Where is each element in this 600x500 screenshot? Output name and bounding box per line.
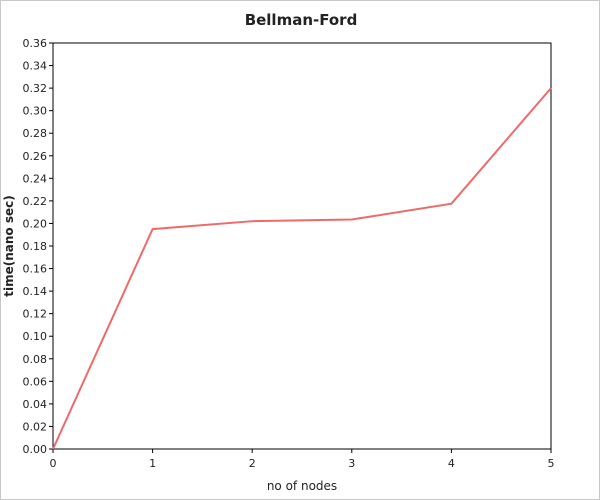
x-tick-label: 5 [548,457,555,470]
y-tick-label: 0.12 [23,308,48,321]
y-tick-label: 0.26 [23,150,48,163]
y-tick-label: 0.36 [23,37,48,50]
y-tick-label: 0.22 [23,195,48,208]
y-tick-label: 0.04 [23,398,48,411]
y-tick-label: 0.16 [23,263,48,276]
y-tick-label: 0.14 [23,285,48,298]
y-tick-label: 0.32 [23,82,48,95]
chart-title: Bellman-Ford [245,11,358,29]
x-tick-label: 1 [149,457,156,470]
y-tick-label: 0.18 [23,240,48,253]
y-tick-label: 0.30 [23,105,48,118]
y-tick-label: 0.08 [23,353,48,366]
y-tick-label: 0.34 [23,60,48,73]
x-tick-label: 2 [249,457,256,470]
y-tick-label: 0.24 [23,172,48,185]
y-tick-label: 0.06 [23,375,48,388]
series-line [52,87,552,450]
y-tick-label: 0.10 [23,330,48,343]
plot-area [52,42,552,450]
y-tick-label: 0.20 [23,217,48,230]
y-tick-label: 0.02 [23,420,48,433]
x-tick-label: 0 [50,457,57,470]
x-tick-label: 4 [448,457,455,470]
y-tick-label: 0.00 [23,443,48,456]
y-axis: 0.00 0.02 0.04 0.06 0.08 0.10 0.12 0.14 0.16 0.18… [23,37,53,456]
y-tick-label: 0.28 [23,127,48,140]
y-axis-label: time(nano sec) [2,195,16,296]
x-axis: 0 1 2 3 4 5 [50,449,555,470]
x-tick-label: 3 [348,457,355,470]
x-axis-label: no of nodes [267,479,337,493]
